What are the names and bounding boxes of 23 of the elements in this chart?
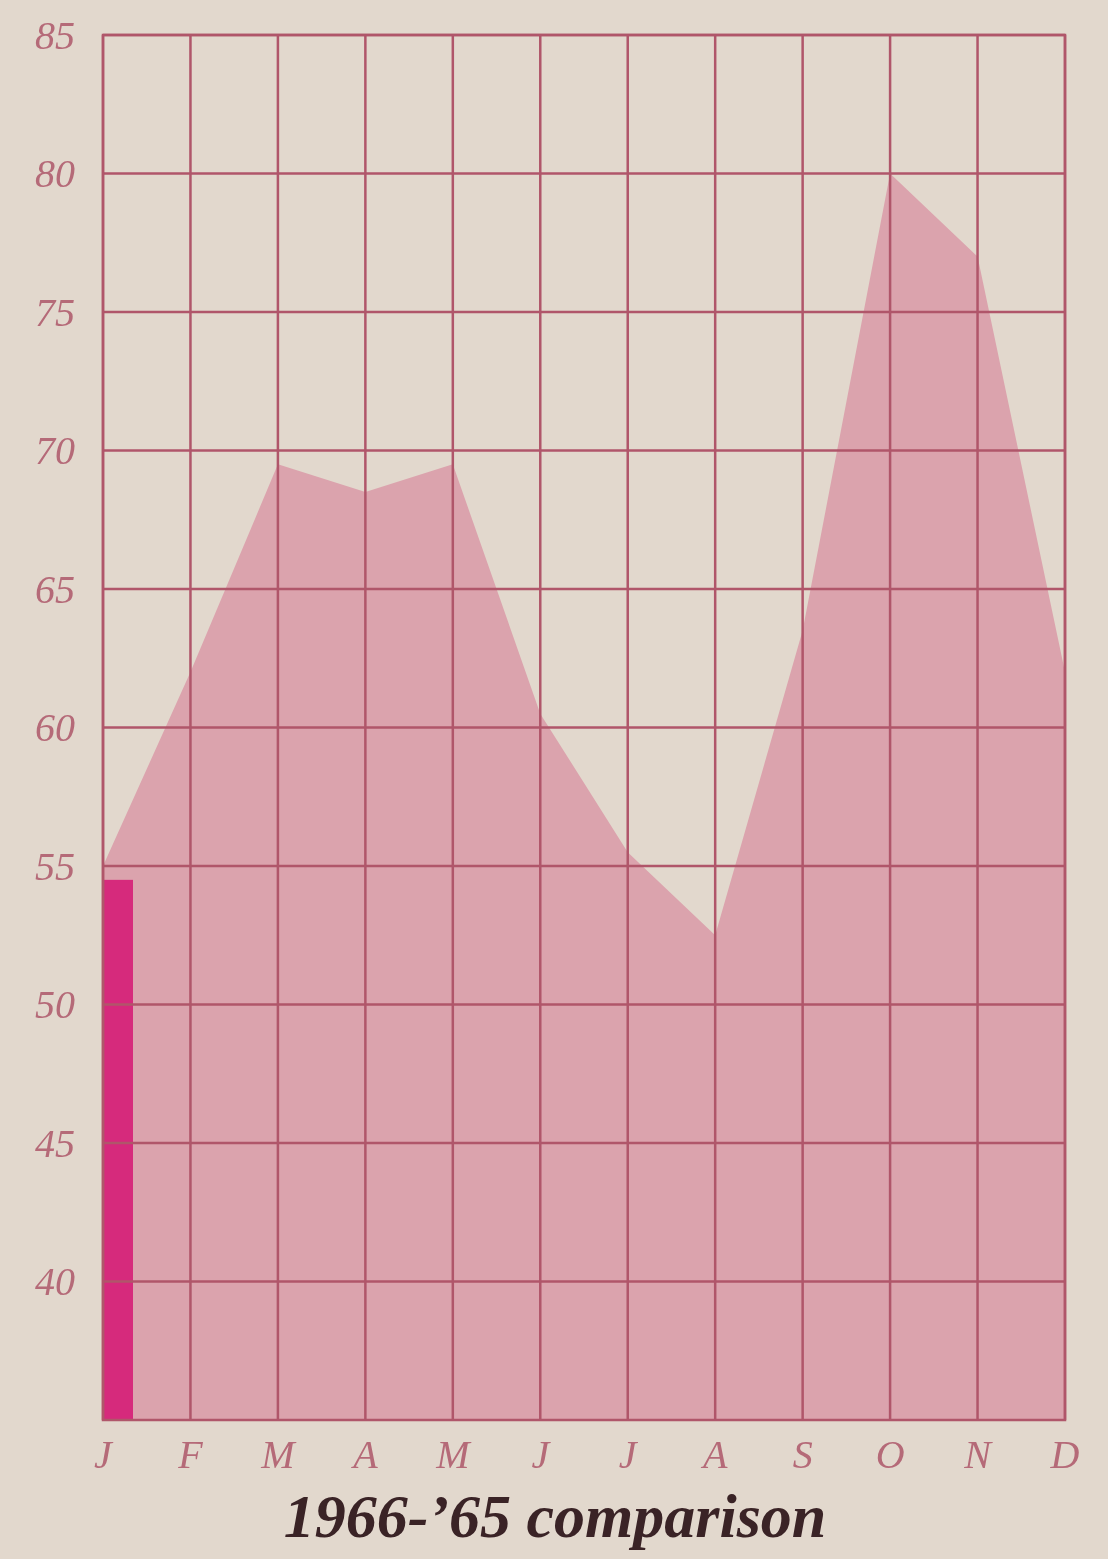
y-tick-label: 55 xyxy=(35,843,75,889)
y-tick-label: 45 xyxy=(35,1120,75,1166)
y-tick-label: 80 xyxy=(35,151,75,196)
x-tick-label: D xyxy=(1049,1432,1080,1477)
y-tick-label: 85 xyxy=(35,12,75,58)
x-tick-label: J xyxy=(618,1432,639,1477)
x-tick-label: A xyxy=(699,1432,728,1477)
y-tick-label: 50 xyxy=(35,982,75,1027)
y-tick-label: 70 xyxy=(35,428,75,473)
x-tick-label: J xyxy=(94,1432,115,1477)
x-tick-label: A xyxy=(350,1432,379,1477)
x-tick-label: O xyxy=(875,1432,905,1477)
x-tick-label: M xyxy=(260,1432,298,1477)
y-tick-label: 60 xyxy=(35,705,75,750)
y-tick-label: 75 xyxy=(35,289,75,335)
x-tick-label: S xyxy=(792,1432,813,1477)
y-tick-label: 40 xyxy=(35,1259,75,1304)
x-tick-label: F xyxy=(177,1432,204,1477)
x-tick-label: M xyxy=(435,1432,473,1477)
y-tick-label: 65 xyxy=(35,566,75,612)
x-tick-label: N xyxy=(963,1432,994,1477)
text: 1966-’65 comparison xyxy=(283,1482,827,1550)
x-tick-label: J xyxy=(531,1432,552,1477)
